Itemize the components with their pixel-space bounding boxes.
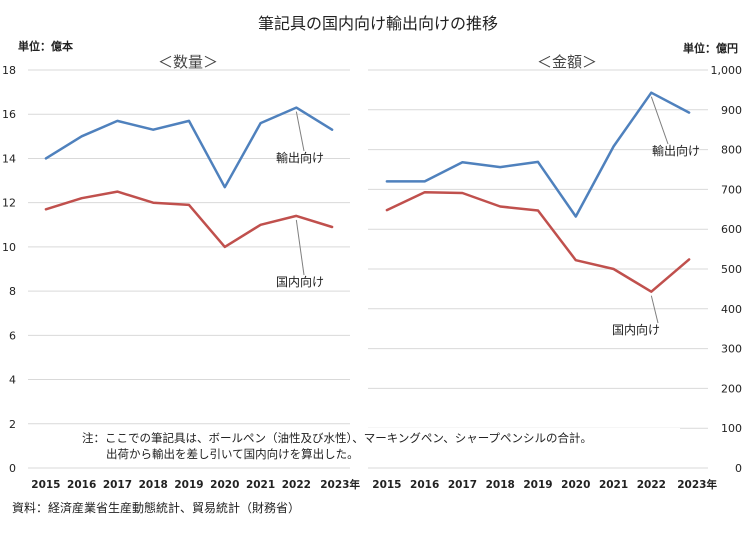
amount-domestic-leader-line: [650, 295, 659, 324]
quantity-domestic-series-label: 国内向け: [276, 274, 324, 289]
amount-y-tick-label: 0: [735, 462, 742, 475]
amount-x-tick-label: 2023年: [677, 478, 717, 491]
amount-y-tick-label: 100: [721, 422, 742, 435]
amount-y-tick-label: 1,000: [711, 64, 743, 77]
quantity-y-tick-label: 18: [2, 64, 16, 77]
amount-y-tick-label: 400: [721, 303, 742, 316]
amount-export-line: [385, 91, 691, 218]
quantity-panel: 単位：億本 ＜数量＞ 0 2 4 6 8 10 12 14 16 18 2015 2016 2017 20…: [2, 39, 360, 491]
amount-x-tick-label: 2021: [599, 479, 628, 491]
quantity-x-tick-label: 2022: [282, 479, 311, 491]
chart-title: 筆記具の国内向け輸出向けの推移: [258, 14, 498, 33]
quantity-domestic-leader-line: [295, 219, 305, 276]
amount-subtitle: ＜金額＞: [537, 53, 597, 71]
quantity-x-tick-label: 2019: [174, 479, 203, 491]
amount-y-tick-label: 700: [721, 183, 742, 196]
amount-export-series-label: 輸出向け: [652, 143, 700, 158]
quantity-y-tick-label: 6: [9, 329, 16, 342]
quantity-y-tick-label: 4: [9, 374, 16, 387]
quantity-x-tick-label: 2023年: [320, 478, 360, 491]
amount-y-tick-label: 600: [721, 223, 742, 236]
quantity-x-tick-label: 2015: [31, 479, 60, 491]
amount-y-tick-label: 300: [721, 343, 742, 356]
quantity-x-tick-label: 2016: [67, 479, 96, 491]
quantity-y-tick-label: 8: [9, 285, 16, 298]
amount-y-tick-label: 800: [721, 144, 742, 157]
quantity-y-tick-label: 16: [2, 108, 16, 121]
amount-y-tick-label: 500: [721, 263, 742, 276]
amount-x-tick-label: 2017: [448, 479, 477, 491]
amount-x-tick-label: 2015: [372, 479, 401, 491]
amount-domestic-series-label: 国内向け: [612, 322, 660, 337]
amount-x-tick-label: 2016: [410, 479, 439, 491]
amount-export-leader-line: [650, 96, 669, 145]
amount-y-tick-label: 200: [721, 382, 742, 395]
quantity-x-tick-label: 2021: [246, 479, 275, 491]
quantity-subtitle: ＜数量＞: [158, 53, 218, 71]
quantity-x-tick-label: 2017: [103, 479, 132, 491]
amount-unit-label: 単位：億円: [683, 41, 738, 55]
amount-domestic-line: [385, 190, 691, 293]
quantity-unit-label: 単位：億本: [18, 39, 73, 53]
quantity-domestic-line: [44, 190, 334, 249]
note-background: [80, 428, 680, 464]
quantity-y-tick-label: 10: [2, 241, 16, 254]
note-line-2: 出荷から輸出を差し引いて国内向けを算出した。: [106, 447, 359, 461]
quantity-x-tick-label: 2020: [210, 479, 239, 491]
amount-x-tick-label: 2022: [637, 479, 666, 491]
quantity-export-leader-line: [295, 111, 305, 152]
amount-x-tick-label: 2018: [486, 479, 515, 491]
quantity-y-tick-label: 14: [2, 152, 16, 165]
quantity-x-tick-label: 2018: [139, 479, 168, 491]
source-note: 資料：経済産業省生産動態統計、貿易統計（財務省）: [12, 500, 300, 515]
amount-x-tick-label: 2020: [561, 479, 590, 491]
amount-y-tick-label: 900: [721, 104, 742, 117]
note-line-1: 注：ここでの筆記具は、ボールペン（油性及び水性）、マーキングペン、シャープペンシ…: [82, 431, 592, 445]
amount-x-tick-label: 2019: [523, 479, 552, 491]
quantity-y-tick-label: 2: [9, 418, 16, 431]
amount-panel: 単位：億円 ＜金額＞ 0 100 200 300 400 500 600 700 800 900 1…: [368, 41, 742, 491]
quantity-export-line: [44, 106, 334, 189]
quantity-y-tick-label: 0: [9, 462, 16, 475]
quantity-export-series-label: 輸出向け: [276, 150, 324, 165]
quantity-y-tick-label: 12: [2, 197, 16, 210]
